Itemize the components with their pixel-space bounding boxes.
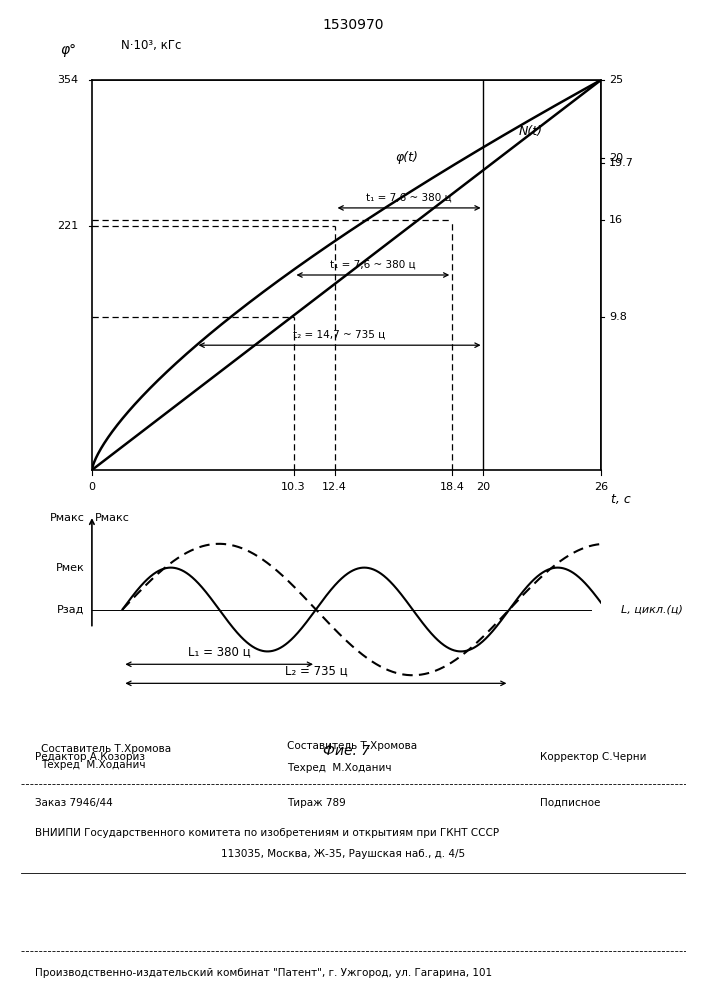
Text: Редактор А.Козориз: Редактор А.Козориз [35, 752, 144, 762]
Text: Производственно-издательский комбинат "Патент", г. Ужгород, ул. Гагарина, 101: Производственно-издательский комбинат "П… [35, 968, 491, 978]
Text: 1530970: 1530970 [323, 18, 384, 32]
Text: Pмек: Pмек [56, 563, 84, 573]
Text: φ°: φ° [60, 43, 76, 57]
Text: L₂ = 735 ц: L₂ = 735 ц [285, 665, 347, 678]
Text: ВНИИПИ Государственного комитета по изобретениям и открытиям при ГКНТ СССР: ВНИИПИ Государственного комитета по изоб… [35, 828, 498, 838]
Text: 10.3: 10.3 [281, 482, 306, 492]
Text: L₁ = 380 ц: L₁ = 380 ц [188, 646, 250, 659]
Text: Подписное: Подписное [539, 798, 600, 808]
Text: 25: 25 [609, 75, 623, 85]
Text: 16: 16 [609, 215, 623, 225]
Text: фиг. 6: фиг. 6 [324, 513, 369, 527]
Text: 0: 0 [88, 482, 95, 492]
Text: Pзад: Pзад [57, 605, 84, 615]
Text: 19.7: 19.7 [609, 158, 633, 168]
Text: 20: 20 [477, 482, 491, 492]
Text: t₁ = 7,6 ~ 380 ц: t₁ = 7,6 ~ 380 ц [366, 192, 452, 202]
Text: Корректор С.Черни: Корректор С.Черни [539, 752, 646, 762]
Text: Pмакс: Pмакс [95, 513, 129, 523]
Text: Техред  М.Ходанич: Техред М.Ходанич [41, 760, 146, 770]
Text: φ(t): φ(t) [395, 151, 419, 164]
Text: N(t): N(t) [519, 125, 543, 138]
Text: 12.4: 12.4 [322, 482, 347, 492]
Text: Фие. 7: Фие. 7 [323, 744, 370, 758]
Text: Составитель Т.Хромова: Составитель Т.Хромова [287, 741, 417, 751]
Text: Тираж 789: Тираж 789 [287, 798, 346, 808]
Text: 26: 26 [594, 482, 608, 492]
Text: 354: 354 [57, 75, 78, 85]
Text: Техред  М.Ходанич: Техред М.Ходанич [287, 763, 392, 773]
Text: 221: 221 [57, 221, 78, 231]
Text: N·10³, кГс: N·10³, кГс [122, 39, 182, 52]
Text: t₂ = 14,7 ~ 735 ц: t₂ = 14,7 ~ 735 ц [293, 330, 386, 340]
Text: 20: 20 [609, 153, 623, 163]
Text: Pмакс: Pмакс [49, 513, 84, 523]
Text: Заказ 7946/44: Заказ 7946/44 [35, 798, 112, 808]
Text: 9.8: 9.8 [609, 312, 626, 322]
Text: t, с: t, с [611, 493, 631, 506]
Text: Редактор А.Козориз: Редактор А.Козориз [35, 752, 144, 762]
Text: 18.4: 18.4 [440, 482, 464, 492]
Text: L, цикл.(ц): L, цикл.(ц) [621, 605, 683, 615]
Text: 113035, Москва, Ж-35, Раушская наб., д. 4/5: 113035, Москва, Ж-35, Раушская наб., д. … [221, 849, 464, 859]
Text: Составитель Т.Хромова: Составитель Т.Хромова [41, 744, 171, 754]
Text: t₁ = 7,6 ~ 380 ц: t₁ = 7,6 ~ 380 ц [330, 260, 416, 270]
